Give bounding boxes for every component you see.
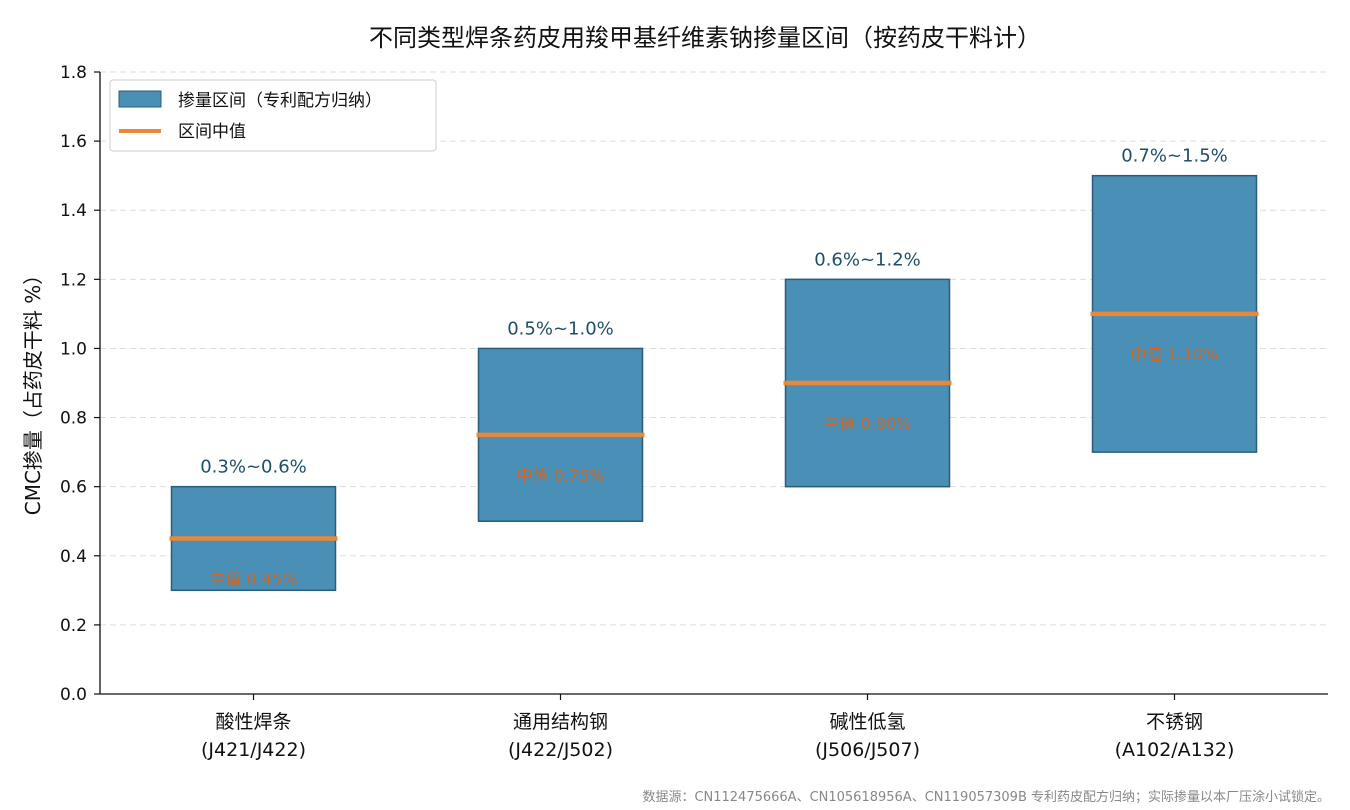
y-tick-label: 0.8	[60, 409, 87, 429]
range-data-label: 0.7%~1.5%	[1121, 146, 1228, 167]
median-data-label: 中值 1.10%	[1131, 345, 1219, 364]
x-category-name: 不锈钢	[1146, 711, 1203, 733]
y-tick-label: 1.6	[60, 132, 87, 152]
x-category-name: 碱性低氢	[829, 711, 905, 733]
x-category-grades: (J506/J507)	[815, 739, 920, 761]
y-tick-labels: 0.0 0.2 0.4 0.6 0.8 1.0 1.2 1.4 1.6 1.8	[60, 63, 87, 705]
x-category-grades: (J422/J502)	[508, 739, 613, 761]
y-tick-label: 1.2	[60, 270, 87, 290]
legend: 掺量区间（专利配方归纳） 区间中值	[109, 79, 437, 152]
legend-frame	[109, 79, 437, 152]
y-tick-label: 0.0	[60, 685, 87, 705]
range-data-label: 0.6%~1.2%	[814, 249, 921, 270]
footnote: 数据源：CN112475666A、CN105618956A、CN11905730…	[642, 789, 1330, 805]
chart-title: 不同类型焊条药皮用羧甲基纤维素钠掺量区间（按药皮干料计）	[369, 24, 1041, 52]
legend-median-label: 区间中值	[178, 122, 246, 142]
legend-range-label: 掺量区间（专利配方归纳）	[178, 91, 382, 111]
x-category-grades: (A102/A132)	[1115, 739, 1235, 761]
range-bars: 0.3%~0.6% 中值 0.45% 0.5%~1.0% 中值 0.75% 0.6%~1…	[169, 146, 1259, 592]
y-tick-label: 0.6	[60, 478, 87, 498]
x-category-name: 通用结构钢	[513, 711, 608, 733]
legend-range-swatch	[118, 90, 162, 108]
median-data-label: 中值 0.75%	[517, 466, 605, 485]
y-tick-label: 0.4	[60, 547, 87, 567]
median-data-label: 中值 0.90%	[824, 414, 912, 433]
axes	[94, 71, 1328, 700]
y-tick-label: 1.0	[60, 339, 87, 359]
y-tick-label: 0.2	[60, 616, 87, 636]
range-data-label: 0.5%~1.0%	[507, 318, 614, 339]
x-category-labels: 酸性焊条 (J421/J422) 通用结构钢 (J422/J502) 碱性低氢 (J506…	[201, 711, 1234, 761]
x-category-name: 酸性焊条	[215, 711, 291, 733]
y-axis-label: CMC掺量（占药皮干料 %）	[21, 265, 45, 516]
median-data-label: 中值 0.45%	[210, 570, 298, 589]
range-data-label: 0.3%~0.6%	[200, 457, 307, 478]
y-tick-label: 1.4	[60, 201, 87, 221]
y-tick-label: 1.8	[60, 63, 87, 83]
x-category-grades: (J421/J422)	[201, 739, 306, 761]
